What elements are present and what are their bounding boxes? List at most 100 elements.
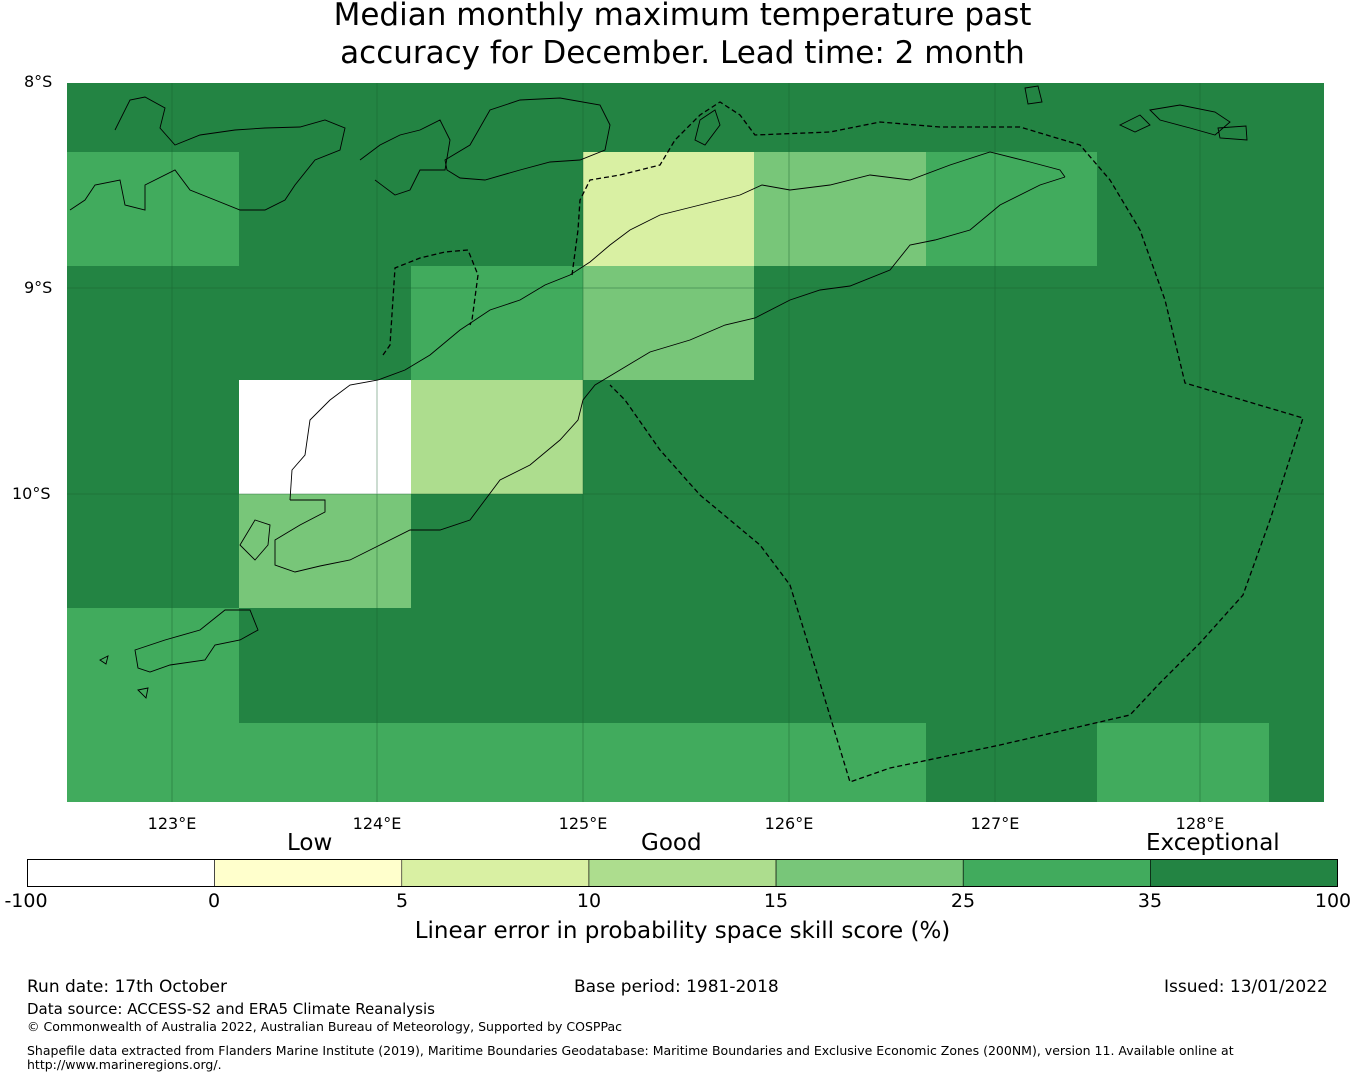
grid-cell (926, 83, 1097, 152)
grid-cell (67, 723, 239, 802)
grid-cell (411, 152, 583, 266)
grid-cell (754, 608, 926, 723)
grid-cell (926, 723, 1097, 802)
graticule (67, 83, 1324, 802)
lon-label-124e: 124°E (352, 814, 402, 833)
grid-cell (1097, 723, 1269, 802)
grid-cell (1269, 266, 1324, 380)
grid-cell (67, 608, 239, 723)
grid-cell (411, 266, 583, 380)
grid-cell (754, 380, 926, 494)
lat-label-9s: 9°S (24, 278, 53, 297)
coastlines (69, 85, 1248, 699)
grid-cell (239, 494, 411, 608)
timor-coast-south (274, 176, 1066, 573)
grid-cell (411, 723, 583, 802)
colorbar-swatch (401, 859, 590, 887)
lon-label-127e: 127°E (970, 814, 1020, 833)
grid-cell (926, 380, 1097, 494)
grid-cell (754, 723, 926, 802)
grid-cell (1269, 608, 1324, 723)
eez-boundary-north (571, 101, 1304, 783)
grid-cell (926, 494, 1097, 608)
wetar-coast (444, 97, 611, 181)
colorbar-swatch (1150, 859, 1338, 887)
rote-coast (239, 519, 271, 561)
leti-islands-coast (1118, 104, 1248, 141)
timor-coast-north (289, 151, 1066, 501)
colorbar-title: Linear error in probability space skill … (414, 918, 951, 944)
grid-cell (67, 494, 239, 608)
grid-cell (411, 608, 583, 723)
colorbar-tick: 5 (395, 890, 409, 912)
colorbar-tick: -100 (4, 890, 48, 912)
kisar-coast (1024, 85, 1043, 105)
data-source: Data source: ACCESS-S2 and ERA5 Climate … (27, 1000, 435, 1018)
colorbar-tick: 25 (950, 890, 976, 912)
grid-cell (583, 83, 754, 152)
colorbar-tick: 15 (763, 890, 789, 912)
colorbar-tick: 100 (1314, 890, 1352, 912)
grid-cell (411, 83, 583, 152)
grid-cell (239, 83, 411, 152)
issued-date: Issued: 13/01/2022 (1164, 977, 1328, 997)
grid-cell (926, 152, 1097, 266)
grid-cell (239, 608, 411, 723)
grid-cell (239, 380, 411, 494)
skill-grid (67, 83, 1324, 802)
eez-boundary (382, 101, 1304, 783)
alor-islands-coast (69, 96, 346, 211)
grid-cell (1269, 152, 1324, 266)
grid-cell (67, 83, 239, 152)
grid-cell (1269, 723, 1324, 802)
lon-label-128e: 128°E (1175, 814, 1225, 833)
grid-cell (411, 494, 583, 608)
grid-cell (1097, 266, 1269, 380)
grid-cell (583, 608, 754, 723)
grid-cell (67, 380, 239, 494)
grid-cell (1097, 608, 1269, 723)
grid-cell (67, 152, 239, 266)
lat-label-8s: 8°S (24, 72, 53, 91)
grid-cell (1269, 494, 1324, 608)
grid-cell (239, 266, 411, 380)
grid-cell (754, 152, 926, 266)
grid-cell (583, 152, 754, 266)
title-line-2: accuracy for December. Lead time: 2 mont… (340, 35, 1025, 71)
category-low: Low (287, 830, 333, 856)
grid-cell (67, 266, 239, 380)
grid-cell (926, 608, 1097, 723)
sawu-coast (134, 609, 259, 673)
category-exceptional: Exceptional (1146, 830, 1280, 856)
shapefile-credit-line-1: Shapefile data extracted from Flanders M… (27, 1043, 1234, 1058)
colorbar-tick: 35 (1137, 890, 1163, 912)
grid-cell (1097, 494, 1269, 608)
grid-cell (754, 266, 926, 380)
colorbar-swatch (775, 859, 964, 887)
base-period: Base period: 1981-2018 (574, 977, 779, 997)
chart-title: Median monthly maximum temperature past … (0, 0, 1365, 72)
colorbar-swatch (588, 859, 777, 887)
lon-label-126e: 126°E (764, 814, 814, 833)
grid-cell (583, 494, 754, 608)
raijua-coast (99, 655, 149, 699)
colorbar-swatches (27, 859, 1338, 887)
grid-cell (411, 380, 583, 494)
colorbar-tick: 0 (207, 890, 221, 912)
grid-cell (1269, 83, 1324, 152)
colorbar-swatch (27, 859, 215, 887)
grid-cell (583, 380, 754, 494)
colorbar-tick: 10 (576, 890, 602, 912)
title-line-1: Median monthly maximum temperature past (333, 0, 1032, 33)
flores-islands-coast (359, 119, 451, 196)
grid-cell (1097, 380, 1269, 494)
category-good: Good (641, 830, 702, 856)
shapefile-credit-line-2: http://www.marineregions.org/. (27, 1057, 222, 1072)
grid-cell (926, 266, 1097, 380)
colorbar-frame (27, 859, 1338, 887)
grid-cell (1097, 152, 1269, 266)
atauro-coast (694, 109, 721, 146)
lon-label-125e: 125°E (558, 814, 608, 833)
lat-label-10s: 10°S (12, 484, 51, 503)
